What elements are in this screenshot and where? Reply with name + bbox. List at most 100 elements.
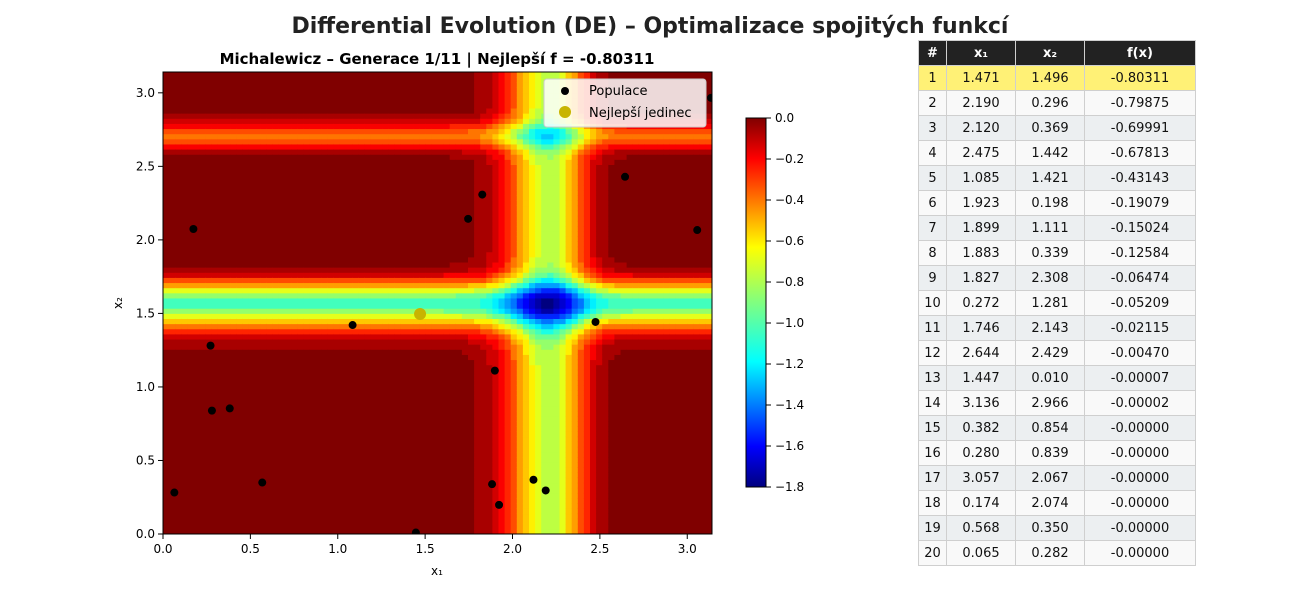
contour-cell — [272, 364, 280, 371]
contour-cell — [327, 405, 335, 412]
contour-cell — [224, 133, 231, 140]
contour-cell — [254, 462, 262, 468]
contour-cell — [242, 436, 249, 443]
contour-cell — [437, 451, 445, 458]
contour-cell — [309, 87, 317, 94]
contour-cell — [346, 349, 353, 355]
contour-cell — [217, 261, 225, 268]
contour-cell — [352, 446, 359, 453]
contour-cell — [321, 308, 329, 314]
contour-cell — [242, 256, 249, 263]
contour-cell — [205, 477, 213, 484]
contour-cell — [236, 138, 243, 145]
contour-cell — [272, 205, 280, 212]
contour-cell — [230, 385, 237, 391]
contour-cell — [468, 462, 475, 468]
contour-cell — [413, 184, 420, 191]
contour-cell — [455, 261, 463, 268]
contour-cell — [315, 492, 323, 499]
contour-cell — [211, 118, 219, 124]
contour-cell — [486, 159, 493, 165]
contour-cell — [449, 426, 457, 432]
contour-cell — [339, 415, 347, 422]
contour-cell — [230, 107, 237, 114]
contour-cell — [303, 369, 310, 376]
contour-cell — [303, 190, 310, 196]
contour-cell — [461, 72, 469, 78]
contour-cell — [248, 441, 256, 448]
contour-cell — [181, 462, 188, 468]
contour-cell — [211, 241, 219, 248]
contour-cell — [272, 431, 280, 438]
contour-cell — [291, 344, 298, 350]
contour-cell — [333, 421, 341, 427]
contour-cell — [187, 503, 195, 509]
contour-cell — [358, 256, 365, 263]
contour-cell — [498, 477, 506, 484]
contour-cell — [339, 338, 347, 345]
contour-cell — [321, 174, 329, 181]
contour-cell — [163, 426, 170, 432]
contour-cell — [364, 457, 371, 463]
contour-cell — [394, 503, 402, 509]
contour-cell — [388, 97, 396, 104]
contour-cell — [169, 328, 176, 335]
contour-cell — [309, 164, 317, 171]
contour-cell — [419, 333, 426, 340]
contour-cell — [437, 380, 445, 386]
contour-cell — [382, 338, 390, 345]
contour-cell — [443, 308, 451, 314]
contour-cell — [315, 457, 323, 463]
contour-cell — [382, 251, 390, 258]
contour-cell — [211, 72, 219, 78]
contour-cell — [407, 405, 414, 412]
contour-cell — [217, 349, 225, 355]
contour-cell — [242, 123, 249, 130]
contour-cell — [169, 462, 176, 468]
contour-cell — [230, 498, 237, 504]
contour-cell — [242, 159, 249, 165]
contour-cell — [425, 323, 432, 330]
contour-cell — [315, 97, 323, 104]
contour-cell — [309, 467, 317, 473]
contour-cell — [266, 359, 274, 366]
contour-cell — [297, 364, 304, 371]
contour-cell — [394, 318, 402, 325]
contour-cell — [230, 200, 237, 207]
contour-cell — [394, 487, 402, 494]
contour-cell — [236, 210, 243, 217]
contour-cell — [443, 220, 451, 227]
contour-cell — [364, 149, 371, 155]
contour-cell — [431, 241, 439, 248]
contour-cell — [437, 457, 445, 463]
contour-cell — [217, 107, 225, 114]
contour-cell — [352, 236, 359, 242]
contour-cell — [443, 277, 451, 284]
contour-cell — [370, 107, 378, 114]
contour-cell — [376, 441, 384, 448]
contour-cell — [175, 431, 182, 438]
contour-cell — [211, 472, 219, 479]
contour-cell — [224, 292, 231, 299]
contour-cell — [486, 184, 493, 191]
contour-cell — [498, 354, 506, 361]
contour-cell — [449, 190, 457, 196]
contour-cell — [358, 128, 365, 135]
contour-cell — [425, 97, 432, 104]
contour-cell — [254, 256, 262, 263]
contour-cell — [486, 318, 493, 325]
contour-cell — [248, 451, 256, 458]
contour-cell — [169, 287, 176, 294]
contour-cell — [333, 277, 341, 284]
contour-cell — [474, 246, 481, 253]
contour-cell — [486, 503, 493, 509]
contour-cell — [486, 133, 493, 140]
contour-cell — [266, 405, 274, 412]
contour-cell — [205, 169, 213, 176]
contour-cell — [486, 374, 493, 381]
contour-cell — [169, 410, 176, 417]
contour-cell — [303, 328, 310, 335]
contour-cell — [193, 164, 201, 171]
contour-cell — [449, 385, 457, 391]
contour-cell — [492, 133, 500, 140]
